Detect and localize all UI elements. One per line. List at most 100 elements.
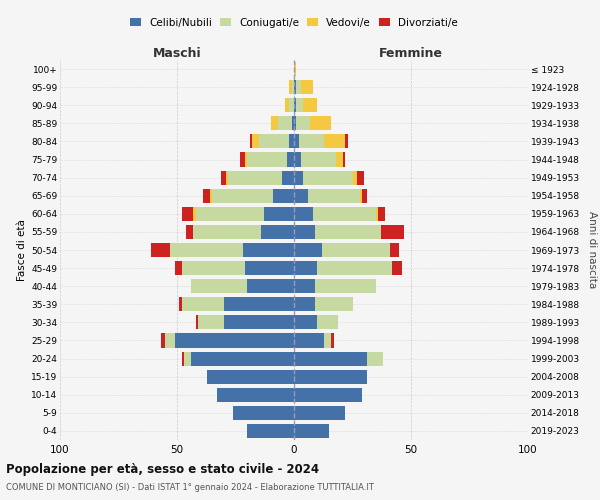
Bar [212, 188, 273, 203]
Bar [198, 316, 224, 330]
Bar [292, 116, 294, 130]
Bar [294, 316, 317, 330]
Bar [325, 334, 331, 347]
Bar [273, 188, 294, 203]
Bar [289, 80, 292, 94]
Bar [392, 261, 401, 275]
Bar [315, 225, 380, 239]
Bar [259, 134, 289, 148]
Bar [310, 116, 331, 130]
Bar [331, 334, 334, 347]
Bar [170, 243, 242, 257]
Bar [294, 352, 367, 366]
Bar [317, 316, 338, 330]
Bar [283, 170, 294, 184]
Bar [296, 116, 310, 130]
Text: Maschi: Maschi [152, 47, 202, 60]
Bar [240, 152, 245, 166]
Bar [175, 334, 294, 347]
Bar [263, 207, 294, 221]
Bar [245, 261, 294, 275]
Bar [315, 297, 353, 312]
Bar [346, 134, 348, 148]
Bar [175, 261, 182, 275]
Bar [294, 80, 296, 94]
Bar [166, 334, 175, 347]
Bar [294, 170, 304, 184]
Bar [294, 207, 313, 221]
Bar [304, 170, 353, 184]
Bar [294, 424, 329, 438]
Bar [184, 352, 191, 366]
Bar [313, 207, 376, 221]
Bar [196, 207, 263, 221]
Bar [343, 152, 346, 166]
Bar [378, 207, 385, 221]
Bar [367, 352, 383, 366]
Bar [294, 62, 296, 76]
Bar [271, 116, 278, 130]
Bar [294, 243, 322, 257]
Bar [193, 207, 196, 221]
Bar [294, 388, 362, 402]
Bar [296, 98, 304, 112]
Bar [301, 80, 313, 94]
Bar [294, 188, 308, 203]
Text: Popolazione per età, sesso e stato civile - 2024: Popolazione per età, sesso e stato civil… [6, 462, 319, 475]
Bar [304, 98, 317, 112]
Bar [252, 134, 259, 148]
Bar [294, 134, 299, 148]
Bar [226, 170, 229, 184]
Bar [208, 370, 294, 384]
Y-axis label: Anni di nascita: Anni di nascita [587, 212, 596, 288]
Bar [242, 243, 294, 257]
Bar [233, 406, 294, 420]
Bar [353, 170, 357, 184]
Bar [294, 370, 367, 384]
Bar [294, 334, 325, 347]
Bar [210, 188, 212, 203]
Bar [322, 243, 390, 257]
Bar [289, 98, 294, 112]
Bar [357, 170, 364, 184]
Bar [203, 188, 210, 203]
Bar [182, 297, 224, 312]
Bar [224, 316, 294, 330]
Bar [247, 424, 294, 438]
Bar [245, 152, 247, 166]
Bar [390, 243, 400, 257]
Bar [182, 261, 245, 275]
Bar [362, 188, 367, 203]
Bar [247, 279, 294, 293]
Bar [187, 225, 193, 239]
Bar [317, 261, 392, 275]
Bar [224, 297, 294, 312]
Bar [380, 225, 404, 239]
Bar [161, 334, 166, 347]
Bar [217, 388, 294, 402]
Bar [287, 152, 294, 166]
Bar [229, 170, 283, 184]
Bar [221, 170, 226, 184]
Y-axis label: Fasce di età: Fasce di età [17, 219, 27, 281]
Bar [294, 297, 315, 312]
Bar [294, 279, 315, 293]
Text: COMUNE DI MONTICIANO (SI) - Dati ISTAT 1° gennaio 2024 - Elaborazione TUTTITALIA: COMUNE DI MONTICIANO (SI) - Dati ISTAT 1… [6, 482, 374, 492]
Bar [376, 207, 378, 221]
Bar [289, 134, 294, 148]
Bar [294, 406, 346, 420]
Bar [294, 116, 296, 130]
Bar [294, 225, 315, 239]
Bar [151, 243, 170, 257]
Text: Femmine: Femmine [379, 47, 443, 60]
Bar [336, 152, 343, 166]
Bar [301, 152, 336, 166]
Bar [278, 116, 292, 130]
Bar [292, 80, 294, 94]
Bar [315, 279, 376, 293]
Bar [179, 297, 182, 312]
Bar [247, 152, 287, 166]
Bar [299, 134, 325, 148]
Bar [325, 134, 346, 148]
Legend: Celibi/Nubili, Coniugati/e, Vedovi/e, Divorziati/e: Celibi/Nubili, Coniugati/e, Vedovi/e, Di… [128, 16, 460, 30]
